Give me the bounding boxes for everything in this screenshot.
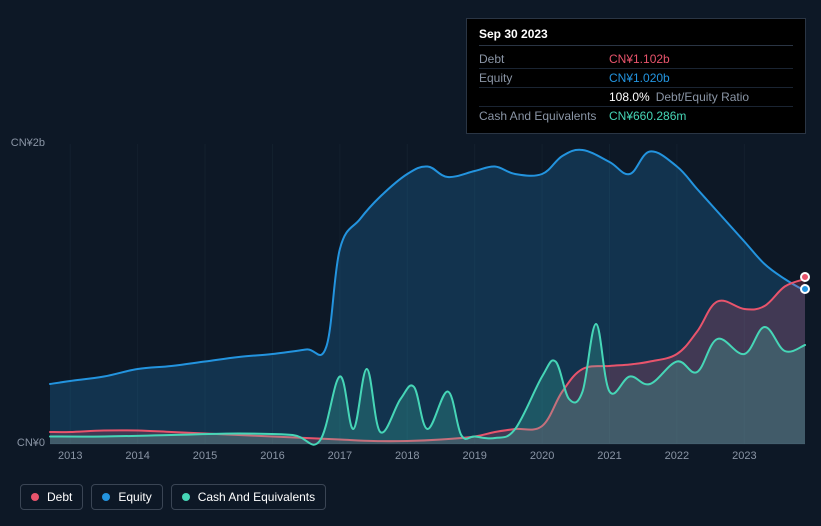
data-tooltip: Sep 30 2023 DebtCN¥1.102bEquityCN¥1.020b… xyxy=(466,18,806,134)
tooltip-row-label: Cash And Equivalents xyxy=(479,109,609,123)
tooltip-row-label: Equity xyxy=(479,71,609,85)
tooltip-row-value: CN¥1.020b xyxy=(609,71,670,85)
legend-label: Debt xyxy=(47,490,72,504)
tooltip-row: EquityCN¥1.020b xyxy=(479,69,793,88)
x-tick-label: 2022 xyxy=(665,450,689,462)
legend-dot xyxy=(102,493,110,501)
tooltip-row: 108.0% Debt/Equity Ratio xyxy=(479,88,793,107)
legend-label: Equity xyxy=(118,490,151,504)
x-tick-label: 2016 xyxy=(260,450,284,462)
legend-dot xyxy=(31,493,39,501)
x-tick-label: 2019 xyxy=(462,450,486,462)
tooltip-row-value: CN¥660.286m xyxy=(609,109,686,123)
tooltip-row-label xyxy=(479,90,609,104)
legend-item-equity[interactable]: Equity xyxy=(91,484,162,510)
tooltip-row-label: Debt xyxy=(479,52,609,66)
legend-label: Cash And Equivalents xyxy=(198,490,315,504)
y-tick-label: CN¥2b xyxy=(5,137,45,149)
x-tick-label: 2021 xyxy=(597,450,621,462)
tooltip-row-value: CN¥1.102b xyxy=(609,52,670,66)
tooltip-row: Cash And EquivalentsCN¥660.286m xyxy=(479,107,793,125)
x-tick-label: 2015 xyxy=(193,450,217,462)
x-tick-label: 2018 xyxy=(395,450,419,462)
legend-item-debt[interactable]: Debt xyxy=(20,484,83,510)
x-tick-label: 2014 xyxy=(125,450,149,462)
x-tick-label: 2023 xyxy=(732,450,756,462)
series-end-marker xyxy=(800,272,810,282)
x-tick-label: 2020 xyxy=(530,450,554,462)
legend-dot xyxy=(182,493,190,501)
tooltip-row-value: 108.0% xyxy=(609,90,650,104)
series-end-marker xyxy=(800,284,810,294)
tooltip-date: Sep 30 2023 xyxy=(479,27,793,46)
tooltip-row: DebtCN¥1.102b xyxy=(479,50,793,69)
tooltip-row-extra: Debt/Equity Ratio xyxy=(656,90,749,104)
legend-item-cash-and-equivalents[interactable]: Cash And Equivalents xyxy=(171,484,326,510)
x-tick-label: 2013 xyxy=(58,450,82,462)
x-tick-label: 2017 xyxy=(328,450,352,462)
chart-legend: Debt Equity Cash And Equivalents xyxy=(20,484,326,510)
y-tick-label: CN¥0 xyxy=(5,437,45,449)
